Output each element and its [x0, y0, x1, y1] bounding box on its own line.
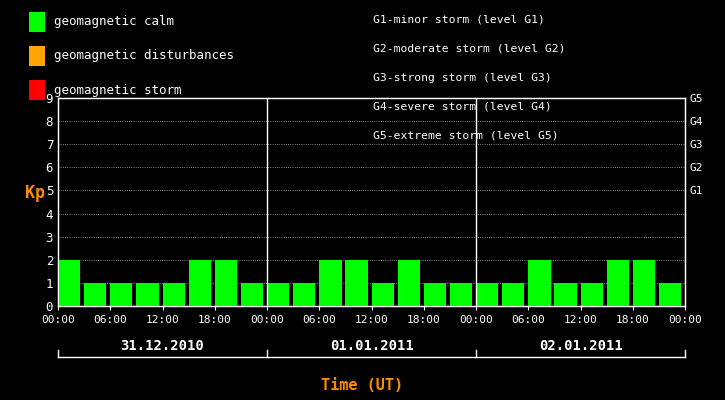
Text: Time (UT): Time (UT): [321, 378, 404, 393]
Bar: [136, 283, 159, 306]
Bar: [502, 283, 524, 306]
Bar: [188, 260, 211, 306]
Text: geomagnetic storm: geomagnetic storm: [54, 84, 181, 96]
Bar: [267, 283, 289, 306]
Bar: [607, 260, 629, 306]
Bar: [476, 283, 498, 306]
Text: G4-severe storm (level G4): G4-severe storm (level G4): [373, 101, 552, 111]
Text: 02.01.2011: 02.01.2011: [539, 339, 623, 353]
Bar: [450, 283, 472, 306]
Y-axis label: Kp: Kp: [25, 184, 44, 202]
Bar: [162, 283, 185, 306]
Bar: [110, 283, 133, 306]
Bar: [424, 283, 446, 306]
Bar: [555, 283, 576, 306]
Bar: [58, 260, 80, 306]
Bar: [84, 283, 107, 306]
Text: 31.12.2010: 31.12.2010: [120, 339, 204, 353]
Bar: [345, 260, 368, 306]
Text: geomagnetic calm: geomagnetic calm: [54, 16, 174, 28]
Bar: [633, 260, 655, 306]
Bar: [659, 283, 681, 306]
Bar: [241, 283, 263, 306]
Bar: [293, 283, 315, 306]
Text: G5-extreme storm (level G5): G5-extreme storm (level G5): [373, 130, 559, 140]
Bar: [371, 283, 394, 306]
Text: G2-moderate storm (level G2): G2-moderate storm (level G2): [373, 44, 566, 54]
Bar: [581, 283, 602, 306]
Text: 01.01.2011: 01.01.2011: [330, 339, 413, 353]
Bar: [529, 260, 550, 306]
Text: G3-strong storm (level G3): G3-strong storm (level G3): [373, 73, 552, 83]
Bar: [398, 260, 420, 306]
Bar: [215, 260, 237, 306]
Text: geomagnetic disturbances: geomagnetic disturbances: [54, 50, 233, 62]
Bar: [319, 260, 341, 306]
Text: G1-minor storm (level G1): G1-minor storm (level G1): [373, 15, 545, 25]
